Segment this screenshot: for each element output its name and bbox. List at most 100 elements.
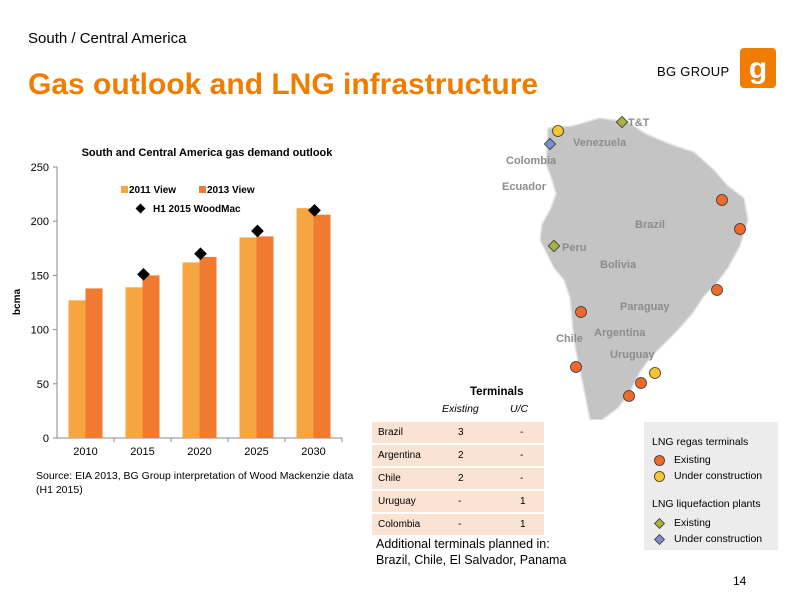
cell-country: Chile [378, 473, 401, 484]
cell-uc: - [520, 450, 524, 461]
region-label: South / Central America [28, 30, 187, 47]
x-tick-label: 2025 [244, 446, 268, 458]
legend-label-2013: 2013 View [207, 185, 255, 196]
col-uc: U/C [510, 403, 529, 415]
legend-regas-uc: Under construction [674, 470, 763, 482]
cell-country: Uruguay [378, 496, 416, 507]
table-header: Existing U/C [372, 403, 544, 417]
bar-2013-view [142, 275, 160, 438]
regas-existing-icon [654, 455, 665, 466]
table-row: Brazil 3 - [372, 422, 544, 443]
terminals-title: Terminals [470, 386, 524, 398]
cell-existing: - [458, 519, 462, 530]
woodmac-marker [308, 203, 321, 217]
regas-uc-marker [649, 367, 661, 379]
cell-uc: 1 [520, 519, 526, 530]
source-note: Source: EIA 2013, BG Group interpretatio… [36, 470, 354, 496]
bar-2011-view [125, 287, 143, 438]
markers [137, 203, 321, 281]
planned-line-2: Brazil, Chile, El Salvador, Panama [376, 553, 567, 567]
chart-legend: 2011 View 2013 View H1 2015 WoodMac [121, 185, 255, 215]
liquefaction-uc-icon [654, 534, 665, 545]
map-label-brazil: Brazil [635, 219, 665, 231]
cell-uc: - [520, 473, 524, 484]
woodmac-marker [137, 267, 150, 281]
page-number: 14 [733, 574, 747, 588]
legend-regas-existing: Existing [674, 454, 711, 466]
regas-existing-marker [711, 284, 723, 296]
cell-uc: 1 [520, 496, 526, 507]
regas-existing-marker [734, 223, 746, 235]
x-ticks: 2010 2015 2020 2025 2030 [73, 438, 343, 458]
x-tick-label: 2030 [301, 446, 325, 458]
col-existing: Existing [442, 403, 479, 415]
y-axis-label: bcma [12, 289, 23, 316]
legend-label-2011: 2011 View [129, 185, 176, 196]
svg-text:g: g [749, 52, 767, 85]
regas-existing-marker [716, 194, 728, 206]
liquefaction-existing-icon [654, 518, 665, 529]
y-tick-label: 50 [37, 379, 49, 391]
south-america-map: T&T Venezuela Colombia Ecuador Brazil Pe… [502, 115, 749, 420]
map-label-tt: T&T [628, 117, 650, 129]
cell-existing: 2 [458, 450, 464, 461]
regas-existing-marker [570, 361, 582, 373]
terminals-table: Existing U/C Brazil 3- Argentina 2- Chile 2- U… [372, 403, 544, 535]
x-tick-label: 2015 [130, 446, 154, 458]
cell-country: Brazil [378, 427, 404, 438]
legend-swatch-woodmac [135, 203, 146, 214]
regas-existing-marker [635, 377, 647, 389]
x-tick-label: 2020 [187, 446, 211, 458]
table-row: Colombia - 1 [372, 514, 544, 535]
regas-existing-marker [623, 390, 635, 402]
y-tick-label: 100 [31, 325, 49, 337]
map-label-venezuela: Venezuela [573, 137, 627, 149]
bar-2011-view [239, 237, 257, 438]
map-label-peru: Peru [562, 242, 586, 254]
liquefaction-uc-colombia [543, 137, 557, 151]
planned-line-1: Additional terminals planned in: [376, 537, 550, 551]
planned-terminals: Additional terminals planned in: Brazil,… [376, 536, 566, 568]
legend-swatch-2013 [199, 186, 206, 193]
bar-2011-view [68, 300, 86, 438]
table-row: Argentina 2 - [372, 445, 544, 466]
brand-name: BG GROUP [657, 64, 730, 79]
map-label-chile: Chile [556, 333, 583, 345]
cell-country: Argentina [378, 450, 421, 461]
gas-demand-chart: South and Central America gas demand out… [12, 147, 343, 458]
cell-uc: - [520, 427, 524, 438]
y-tick-label: 200 [31, 216, 49, 228]
table-row: Chile 2 - [372, 468, 544, 489]
liquefaction-existing-tt [615, 115, 629, 129]
regas-uc-marker [552, 125, 564, 137]
table-row: Uruguay - 1 [372, 491, 544, 512]
cell-existing: - [458, 496, 462, 507]
map-label-paraguay: Paraguay [620, 301, 670, 313]
bar-2013-view [85, 288, 103, 438]
slide-title: Gas outlook and LNG infrastructure [28, 68, 539, 101]
legend-swatch-2011 [121, 186, 128, 193]
cell-country: Colombia [378, 519, 421, 530]
cell-existing: 3 [458, 427, 464, 438]
bar-2013-view [313, 214, 331, 438]
y-tick-label: 0 [43, 433, 49, 445]
continent-shape [539, 117, 749, 420]
map-label-uruguay: Uruguay [610, 349, 656, 361]
bg-logo: g [740, 48, 776, 88]
legend-liq-uc: Under construction [674, 533, 763, 545]
x-tick-label: 2010 [73, 446, 97, 458]
bar-2013-view [256, 236, 274, 438]
woodmac-marker [251, 224, 264, 238]
legend-liq-existing: Existing [674, 517, 711, 529]
legend-label-woodmac: H1 2015 WoodMac [153, 204, 241, 215]
bar-2011-view [296, 208, 314, 438]
regas-uc-icon [654, 471, 665, 482]
map-label-ecuador: Ecuador [502, 181, 547, 193]
y-tick-label: 250 [31, 162, 49, 174]
chart-title: South and Central America gas demand out… [82, 147, 334, 159]
cell-existing: 2 [458, 473, 464, 484]
bars [68, 208, 331, 438]
woodmac-marker [194, 247, 207, 261]
map-label-bolivia: Bolivia [600, 259, 637, 271]
y-ticks: 0 50 100 150 200 250 [31, 162, 57, 445]
